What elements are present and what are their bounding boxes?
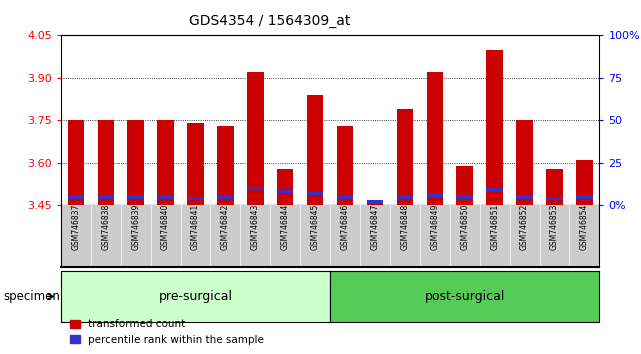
- Bar: [517, 120, 533, 205]
- Bar: [517, 195, 533, 199]
- Bar: [158, 195, 174, 199]
- Bar: [217, 195, 233, 199]
- Bar: [397, 195, 413, 199]
- Bar: [247, 187, 263, 190]
- Bar: [187, 197, 204, 200]
- Bar: [277, 190, 294, 193]
- Bar: [307, 95, 324, 205]
- Bar: [546, 197, 563, 200]
- Bar: [277, 169, 294, 205]
- Bar: [247, 72, 263, 205]
- Bar: [487, 50, 503, 205]
- Text: GDS4354 / 1564309_at: GDS4354 / 1564309_at: [188, 14, 350, 28]
- Bar: [128, 195, 144, 199]
- Bar: [427, 72, 443, 205]
- Bar: [456, 195, 473, 199]
- Bar: [187, 123, 204, 205]
- Bar: [487, 188, 503, 192]
- Bar: [337, 126, 353, 205]
- Legend: transformed count, percentile rank within the sample: transformed count, percentile rank withi…: [66, 315, 268, 349]
- Bar: [337, 195, 353, 199]
- Bar: [217, 126, 233, 205]
- Bar: [158, 120, 174, 205]
- Bar: [97, 120, 114, 205]
- Bar: [307, 192, 324, 195]
- Bar: [576, 195, 593, 199]
- Bar: [68, 195, 84, 199]
- Bar: [427, 193, 443, 197]
- Bar: [97, 195, 114, 199]
- Bar: [367, 200, 383, 205]
- Text: specimen: specimen: [3, 290, 60, 303]
- Bar: [456, 166, 473, 205]
- Bar: [576, 160, 593, 205]
- Text: pre-surgical: pre-surgical: [158, 290, 233, 303]
- Bar: [128, 120, 144, 205]
- Bar: [546, 169, 563, 205]
- Text: post-surgical: post-surgical: [424, 290, 505, 303]
- Bar: [397, 109, 413, 205]
- Bar: [68, 120, 84, 205]
- Bar: [367, 200, 383, 204]
